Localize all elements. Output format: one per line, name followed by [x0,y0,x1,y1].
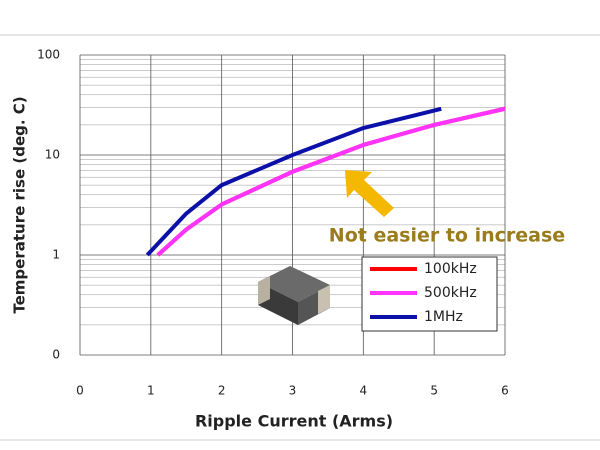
plot-area: 0 1 10 100 0 1 2 3 4 5 6 [37,48,509,398]
legend-label: 100kHz [424,261,477,277]
series-line [156,106,506,257]
x-tick-label: 0 [76,384,84,398]
y-tick-label: 10 [45,148,60,162]
capacitor-icon [258,266,330,325]
y-tick-label: 0 [52,348,60,362]
x-tick-label: 5 [430,384,438,398]
annotation: Not easier to increase [329,225,565,247]
legend: 100kHz 500kHz 1MHz [361,256,498,332]
x-tick-label: 1 [147,384,155,398]
y-tick-label: 1 [52,248,60,262]
x-tick-label: 2 [218,384,226,398]
annotation-arrow [345,170,394,217]
x-tick-label: 6 [501,384,509,398]
legend-label: 500kHz [424,285,477,301]
x-axis-label: Ripple Current (Arms) [195,412,393,431]
x-tick-label: 4 [360,384,368,398]
legend-label: 1MHz [424,309,463,325]
x-tick-label: 3 [289,384,297,398]
y-tick-label: 100 [37,48,60,62]
y-axis-label: Temperature rise (deg. C) [11,96,29,313]
series-line [145,106,442,257]
